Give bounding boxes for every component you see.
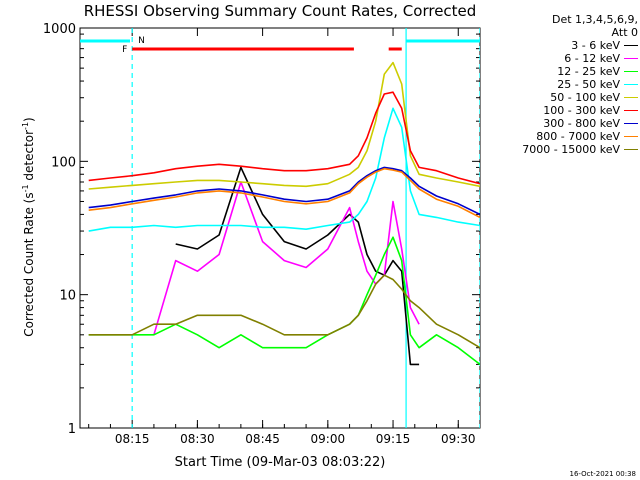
legend: Det 1,3,4,5,6,9, Att 0 3 - 6 keV 6 - 12 k…: [482, 13, 638, 156]
x-axis-label: Start Time (09-Mar-03 08:03:22): [175, 455, 386, 470]
legend-swatch: [624, 84, 638, 85]
legend-items: 3 - 6 keV 6 - 12 keV 12 - 25 keV 25 - 50 ke…: [482, 39, 638, 156]
plot-area: [88, 28, 480, 428]
legend-swatch: [624, 58, 638, 59]
legend-swatch: [624, 149, 638, 150]
status-bar: [80, 39, 130, 43]
series-100-300-kev: [88, 91, 480, 185]
legend-title-line1: Det 1,3,4,5,6,9,: [551, 13, 638, 26]
legend-swatch: [624, 97, 638, 98]
legend-label: 300 - 800 keV: [543, 117, 620, 130]
axis-ticks: 08:15 08:30 08:45 09:00 09:15 09:30 1 10 100 1000: [43, 22, 481, 446]
legend-item: 800 - 7000 keV: [482, 130, 638, 143]
legend-item: 300 - 800 keV: [482, 117, 638, 130]
legend-item: 7000 - 15000 keV: [482, 143, 638, 156]
x-tick-label: 08:15: [115, 432, 150, 446]
legend-label: 100 - 300 keV: [543, 104, 620, 117]
legend-item: 100 - 300 keV: [482, 104, 638, 117]
status-bar: [388, 47, 402, 51]
series-7000-15000-kev: [88, 274, 480, 349]
legend-label: 3 - 6 keV: [571, 39, 620, 52]
y-tick-label: 100: [51, 155, 76, 170]
vertical-markers: [131, 28, 480, 428]
legend-label: 12 - 25 keV: [557, 65, 620, 78]
x-tick-label: 08:30: [180, 432, 215, 446]
status-bars: [80, 39, 480, 51]
legend-swatch: [624, 71, 638, 72]
legend-item: 6 - 12 keV: [482, 52, 638, 65]
series-800-7000-kev: [88, 167, 480, 219]
legend-title-line2: Att 0: [611, 26, 638, 39]
series-25-50-kev: [88, 107, 480, 232]
legend-swatch: [624, 45, 638, 46]
y-axis-label: Corrected Count Rate (s-1 detector-1): [21, 117, 36, 336]
legend-item: 50 - 100 keV: [482, 91, 638, 104]
x-tick-label: 09:30: [441, 432, 476, 446]
legend-label: 7000 - 15000 keV: [522, 143, 620, 156]
x-tick-label: 09:00: [311, 432, 346, 446]
chart-title: RHESSI Observing Summary Count Rates, Co…: [84, 2, 477, 20]
y-tick-label: 1: [68, 422, 76, 437]
timestamp: 16-Oct-2021 00:38: [569, 470, 636, 478]
legend-label: 6 - 12 keV: [564, 52, 620, 65]
legend-item: 12 - 25 keV: [482, 65, 638, 78]
legend-item: 3 - 6 keV: [482, 39, 638, 52]
series-12-25-kev: [88, 236, 480, 366]
legend-swatch: [624, 110, 638, 111]
series-6-12-kev: [153, 181, 420, 336]
y-tick-label: 10: [59, 289, 76, 304]
x-tick-label: 08:45: [245, 432, 280, 446]
y-tick-label: 1000: [43, 22, 76, 37]
night-marker: N: [138, 36, 145, 46]
legend-label: 25 - 50 keV: [557, 78, 620, 91]
series-lines: [88, 61, 480, 366]
legend-item: 25 - 50 keV: [482, 78, 638, 91]
x-tick-label: 09:15: [376, 432, 411, 446]
series-50-100-kev: [88, 61, 480, 190]
series-300-800-kev: [88, 166, 480, 216]
legend-label: 800 - 7000 keV: [536, 130, 620, 143]
legend-label: 50 - 100 keV: [550, 91, 620, 104]
legend-swatch: [624, 136, 638, 137]
status-bar: [406, 39, 480, 43]
status-bar: [132, 47, 354, 51]
flare-marker: F: [122, 45, 127, 55]
legend-swatch: [624, 123, 638, 124]
